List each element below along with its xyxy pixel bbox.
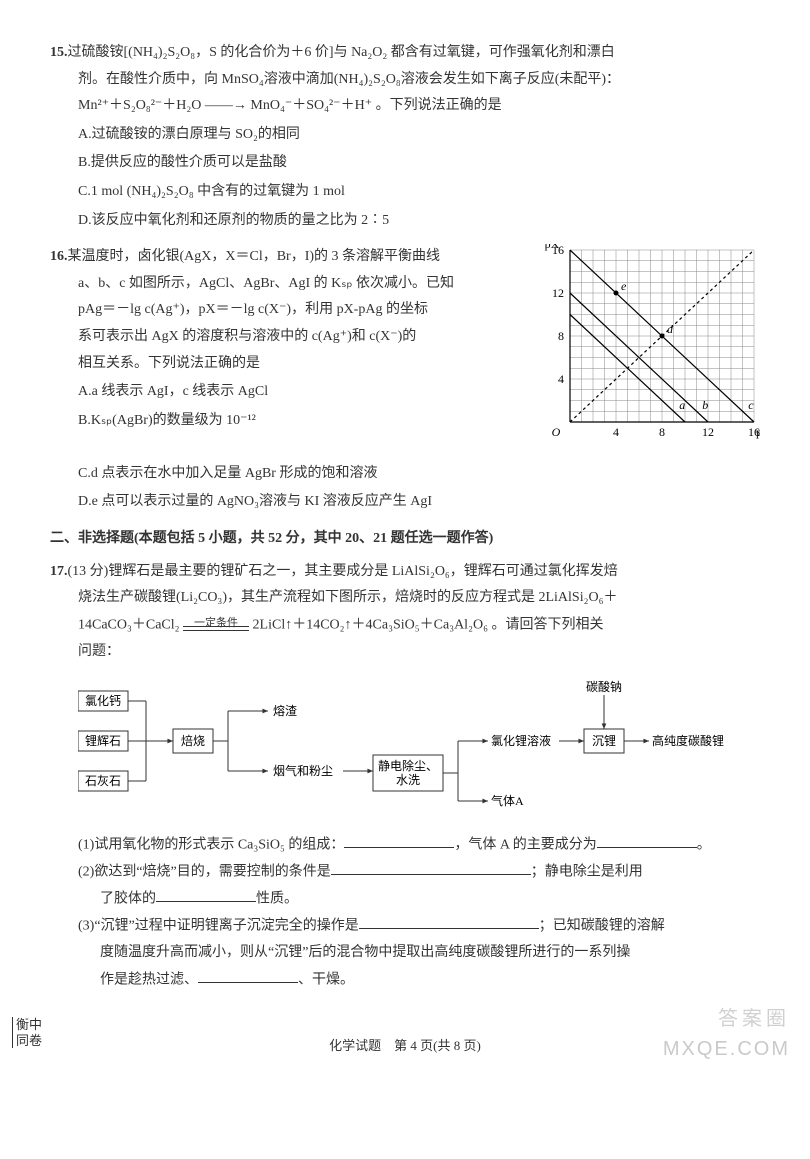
q17-stem-4: 问题： (50, 639, 760, 666)
svg-text:水洗: 水洗 (396, 773, 420, 787)
svg-text:熔渣: 熔渣 (273, 703, 297, 718)
q17-sub2-pre: (2)欲达到“焙烧”目的，需要控制的条件是 (78, 864, 331, 879)
svg-text:氯化钙: 氯化钙 (85, 694, 121, 708)
blank-1a (344, 832, 454, 848)
q17-flow-diagram: 氯化钙锂辉石石灰石 焙烧 熔渣烟气和粉尘 静电除尘、水洗 氯化锂溶液气体A 沉锂 碳酸钠高纯… (78, 671, 760, 822)
question-17: 17.(13 分)锂辉石是最主要的锂矿石之一，其主要成分是 LiAlSi₂O₆，… (50, 559, 760, 994)
q17-stem-3-pre: 14CaCO₃＋CaCl₂ (78, 617, 180, 632)
q17-sub1: (1)试用氧化物的形式表示 Ca₃SiO₅ 的组成： ，气体 A 的主要成分为 。 (50, 832, 760, 859)
watermark-bottom: MXQE.COM (663, 1030, 790, 1068)
q16-num: 16. (50, 249, 68, 264)
q17-sub1-mid: ，气体 A 的主要成分为 (454, 837, 596, 852)
svg-text:4: 4 (558, 372, 564, 386)
q17-sub2-l2-pre: 了胶体的 (100, 891, 156, 906)
side-l2: 同卷 (16, 1033, 42, 1048)
q17-sub3-pre: (3)“沉锂”过程中证明锂离子沉淀完全的操作是 (78, 918, 359, 933)
blank-1b (597, 832, 697, 848)
svg-text:焙烧: 焙烧 (181, 733, 205, 748)
q17-stem-3: 14CaCO₃＋CaCl₂ 一定条件 2LiCl↑＋14CO₂↑＋4Ca₃SiO… (50, 612, 760, 639)
blank-2b (156, 886, 256, 902)
blank-3a (359, 913, 539, 929)
section-2-title: 二、非选择题(本题包括 5 小题，共 52 分，其中 20、21 题任选一题作答… (50, 526, 760, 553)
side-l1: 衡中 (16, 1017, 42, 1032)
q17-stem-2: 烧法生产碳酸锂(Li₂CO₃)，其生产流程如下图所示，焙烧时的反应方程式是 2L… (50, 585, 760, 612)
svg-text:d: d (667, 322, 674, 336)
q15-option-d: D.该反应中氧化剂和还原剂的物质的量之比为 2∶5 (50, 208, 760, 235)
q16-chart: 481216481216OpAgpXabcde (540, 244, 760, 455)
q17-sub2-l2-post: 性质。 (256, 891, 298, 906)
svg-text:高纯度碳酸锂: 高纯度碳酸锂 (652, 733, 724, 748)
q17-stem-3-post: 2LiCl↑＋14CO₂↑＋4Ca₃SiO₅＋Ca₃Al₂O₆ 。请回答下列相关 (253, 617, 604, 632)
q15-option-a: A.过硫酸铵的漂白原理与 SO₂的相同 (50, 122, 760, 149)
svg-text:e: e (621, 279, 627, 293)
svg-text:沉锂: 沉锂 (592, 733, 616, 748)
question-15: 15.过硫酸铵[(NH₄)₂S₂O₈，S 的化合价为＋6 价]与 Na₂O₂ 都… (50, 40, 760, 234)
blank-3b (198, 967, 298, 983)
svg-text:c: c (748, 398, 754, 412)
q16-stem-1: 某温度时，卤化银(AgX，X＝Cl，Br，I)的 3 条溶解平衡曲线 (68, 249, 441, 264)
q17-sub3-l3-post: 、干燥。 (298, 972, 354, 987)
q17-sub3-l2: 度随温度升高而减小，则从“沉锂”后的混合物中提取出高纯度碳酸锂所进行的一系列操 (50, 940, 760, 967)
q17-sub3-l3-pre: 作是趁热过滤、 (100, 972, 198, 987)
svg-text:锂辉石: 锂辉石 (85, 733, 121, 748)
svg-text:氯化锂溶液: 氯化锂溶液 (491, 733, 551, 748)
svg-text:b: b (702, 398, 708, 412)
q15-option-c: C.1 mol (NH₄)₂S₂O₈ 中含有的过氧键为 1 mol (50, 179, 760, 206)
question-16: 481216481216OpAgpXabcde 16.某温度时，卤化银(AgX，… (50, 244, 760, 516)
svg-text:烟气和粉尘: 烟气和粉尘 (273, 763, 333, 778)
q15-num: 15. (50, 45, 68, 60)
svg-text:气体A: 气体A (491, 793, 524, 808)
q15-stem-1: 过硫酸铵[(NH₄)₂S₂O₈，S 的化合价为＋6 价]与 Na₂O₂ 都含有过… (68, 45, 615, 60)
svg-text:4: 4 (613, 425, 619, 439)
q17-sub2-l1: (2)欲达到“焙烧”目的，需要控制的条件是 ；静电除尘是利用 (50, 859, 760, 886)
svg-text:碳酸钠: 碳酸钠 (586, 679, 622, 694)
q15-option-b: B.提供反应的酸性介质可以是盐酸 (50, 150, 760, 177)
q17-stem-1: (13 分)锂辉石是最主要的锂矿石之一，其主要成分是 LiAlSi₂O₆，锂辉石… (68, 564, 618, 579)
q17-sub1-pre: (1)试用氧化物的形式表示 Ca₃SiO₅ 的组成： (78, 837, 344, 852)
q17-sub3-mid: ；已知碳酸锂的溶解 (539, 918, 665, 933)
q17-sub2-l2: 了胶体的 性质。 (50, 886, 760, 913)
q16-option-d: D.e 点可以表示过量的 AgNO₃溶液与 KI 溶液反应产生 AgI (50, 489, 760, 516)
pX-pAg-chart: 481216481216OpAgpXabcde (540, 244, 760, 444)
blank-2a (331, 859, 531, 875)
svg-text:12: 12 (552, 286, 564, 300)
svg-text:pX: pX (545, 244, 560, 251)
q17-sub3-l3: 作是趁热过滤、 、干燥。 (50, 967, 760, 994)
svg-text:静电除尘、: 静电除尘、 (378, 758, 438, 773)
q15-stem-2: 剂。在酸性介质中，向 MnSO₄溶液中滴加(NH₄)₂S₂O₈溶液会发生如下离子… (50, 67, 760, 94)
q17-sub3-l1: (3)“沉锂”过程中证明锂离子沉淀完全的操作是 ；已知碳酸锂的溶解 (50, 913, 760, 940)
q16-option-c: C.d 点表示在水中加入足量 AgBr 形成的饱和溶液 (50, 461, 760, 488)
svg-text:8: 8 (659, 425, 665, 439)
svg-text:8: 8 (558, 329, 564, 343)
q17-num: 17. (50, 564, 68, 579)
svg-text:O: O (552, 425, 561, 439)
side-label: 衡中 同卷 (12, 1017, 42, 1048)
q15-stem-3: Mn²⁺＋S₂O₈²⁻＋H₂O ——→ MnO₄⁻＋SO₄²⁻＋H⁺ 。下列说法… (50, 93, 760, 120)
svg-text:pAg: pAg (756, 425, 760, 439)
q15-line1: 15.过硫酸铵[(NH₄)₂S₂O₈，S 的化合价为＋6 价]与 Na₂O₂ 都… (50, 40, 760, 67)
page-footer: 化学试题 第 4 页(共 8 页) (50, 1034, 760, 1059)
flow-svg: 氯化钙锂辉石石灰石 焙烧 熔渣烟气和粉尘 静电除尘、水洗 氯化锂溶液气体A 沉锂 碳酸钠高纯… (78, 671, 738, 811)
q17-sub2-mid: ；静电除尘是利用 (531, 864, 643, 879)
q17-line1: 17.(13 分)锂辉石是最主要的锂矿石之一，其主要成分是 LiAlSi₂O₆，… (50, 559, 760, 586)
svg-text:12: 12 (702, 425, 714, 439)
svg-text:石灰石: 石灰石 (85, 774, 121, 788)
q17-sub1-post: 。 (697, 837, 711, 852)
